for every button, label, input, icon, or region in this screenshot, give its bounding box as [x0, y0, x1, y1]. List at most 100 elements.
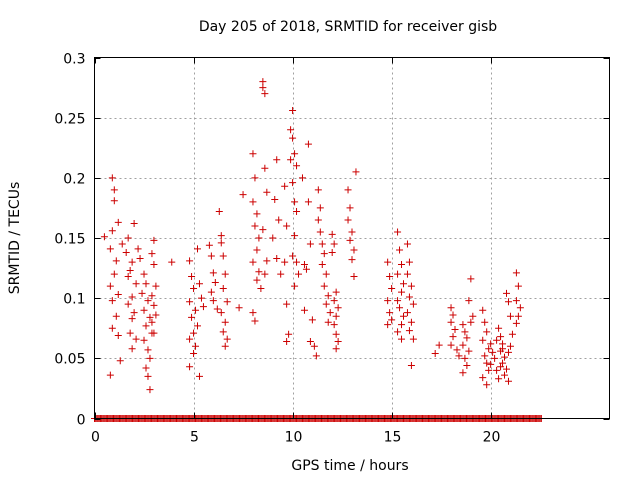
data-point: [222, 343, 229, 350]
data-point: [453, 346, 460, 353]
data-point: [509, 331, 516, 338]
data-point: [259, 84, 266, 91]
data-point: [263, 257, 270, 264]
data-point: [305, 198, 312, 205]
data-point: [186, 336, 193, 343]
data-point: [487, 361, 494, 368]
data-point: [253, 210, 260, 217]
data-point: [289, 179, 296, 186]
data-point: [131, 220, 138, 227]
data-point: [249, 150, 256, 157]
data-point: [436, 342, 443, 349]
data-point: [194, 322, 201, 329]
data-point: [186, 363, 193, 370]
data-point: [289, 253, 296, 260]
data-point: [315, 216, 322, 223]
data-point: [398, 289, 405, 296]
data-point: [210, 269, 217, 276]
data-point: [144, 373, 151, 380]
x-tick-label: 0: [91, 430, 100, 446]
data-point: [111, 197, 118, 204]
data-point: [317, 228, 324, 235]
data-point: [249, 259, 256, 266]
x-axis-label: GPS time / hours: [291, 458, 408, 474]
data-point: [513, 269, 520, 276]
x-tick-label: 5: [190, 430, 199, 446]
data-point: [394, 228, 401, 235]
data-point: [400, 280, 407, 287]
data-point: [125, 301, 132, 308]
data-point: [168, 259, 175, 266]
data-point: [448, 319, 455, 326]
data-point: [196, 373, 203, 380]
data-point: [218, 309, 225, 316]
data-point: [505, 378, 512, 385]
data-point: [291, 232, 298, 239]
data-point: [333, 345, 340, 352]
data-point: [273, 156, 280, 163]
data-point: [388, 316, 395, 323]
data-point: [281, 183, 288, 190]
data-point: [218, 239, 225, 246]
data-point: [119, 241, 126, 248]
data-point: [448, 342, 455, 349]
data-point: [459, 369, 466, 376]
data-point: [188, 314, 195, 321]
data-point: [146, 355, 153, 362]
data-point: [146, 386, 153, 393]
data-point: [501, 354, 508, 361]
data-point: [192, 343, 199, 350]
data-point: [305, 141, 312, 148]
data-point: [329, 231, 336, 238]
data-point: [396, 304, 403, 311]
data-point: [406, 293, 413, 300]
data-point: [291, 150, 298, 157]
y-tick-label: 0.1: [63, 292, 85, 308]
data-point: [479, 374, 486, 381]
data-point: [113, 313, 120, 320]
data-point: [410, 336, 417, 343]
data-point: [249, 198, 256, 205]
data-point: [283, 301, 290, 308]
data-point: [347, 204, 354, 211]
srmtid-scatter-chart: 00.050.10.150.20.250.30 5 10 15 20 Day 205 o…: [0, 0, 640, 480]
data-point: [311, 343, 318, 350]
data-point: [350, 273, 357, 280]
data-point: [186, 257, 193, 264]
data-point: [259, 78, 266, 85]
data-point: [394, 271, 401, 278]
data-point: [139, 290, 146, 297]
data-point: [503, 290, 510, 297]
data-point: [307, 241, 314, 248]
data-point: [206, 242, 213, 249]
data-point: [432, 350, 439, 357]
data-point: [107, 245, 114, 252]
data-point: [253, 277, 260, 284]
data-point: [501, 372, 508, 379]
data-point: [329, 249, 336, 256]
data-point: [133, 336, 140, 343]
y-tick-label: 0.3: [63, 52, 85, 68]
data-point: [398, 261, 405, 268]
data-point: [135, 245, 142, 252]
y-axis-label: SRMTID / TECUs: [7, 182, 23, 295]
data-point: [333, 313, 340, 320]
data-point: [208, 253, 215, 260]
data-point: [125, 235, 132, 242]
data-point: [251, 222, 258, 229]
data-point: [347, 237, 354, 244]
data-point: [293, 259, 300, 266]
data-point: [287, 126, 294, 133]
data-point: [333, 289, 340, 296]
data-point: [131, 309, 138, 316]
data-point: [335, 304, 342, 311]
data-point: [507, 343, 514, 350]
data-point: [323, 301, 330, 308]
data-point: [349, 228, 356, 235]
data-point: [495, 325, 502, 332]
data-point: [129, 293, 136, 300]
data-point: [141, 307, 148, 314]
data-point: [517, 304, 524, 311]
data-point: [261, 90, 268, 97]
data-point: [461, 328, 468, 335]
